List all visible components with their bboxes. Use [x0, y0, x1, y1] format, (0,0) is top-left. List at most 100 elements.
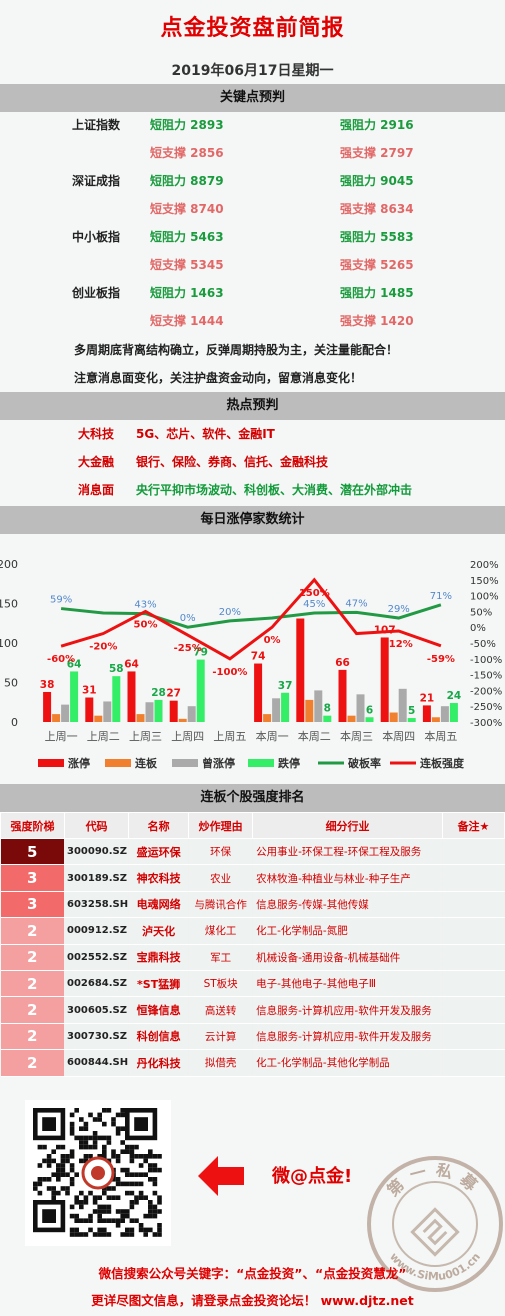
qr-module [83, 1144, 89, 1150]
qr-module [120, 1181, 125, 1187]
short-level: 短支撑 5345 [150, 258, 224, 272]
index-name: 中小板指 [72, 230, 121, 244]
line-value-label: 45% [303, 599, 325, 610]
bar-涨停 [296, 618, 305, 722]
qr-module [143, 1154, 148, 1159]
qr-module [74, 1227, 79, 1233]
qr-module [83, 1140, 89, 1145]
y2-tick-label: -150% [470, 671, 502, 682]
qr-module [69, 1167, 75, 1173]
legend-label: 涨停 [68, 756, 90, 770]
qr-module [42, 1177, 47, 1182]
bar-连板 [136, 714, 145, 722]
y-tick-label: 0 [11, 716, 18, 729]
key-points-note-1: 多周期底背离结构确立，反弹周期持股为主，关注量能配合！ [74, 343, 399, 357]
qr-module [37, 1163, 43, 1168]
stock-name: 科创信息 [128, 1023, 190, 1051]
rank-col-header: 名称 [128, 812, 190, 839]
bar-涨停 [85, 697, 94, 722]
qr-module [115, 1126, 121, 1131]
qr-module [138, 1223, 144, 1228]
bar-value-label: 28 [151, 687, 166, 699]
bar-跌停 [112, 676, 121, 722]
qr-module [79, 1190, 84, 1196]
line-value-label: 150% [299, 588, 330, 599]
key-point-row: 短支撑 2856 强支撑 2797 [0, 140, 505, 166]
line-value-label: 29% [388, 604, 410, 615]
rank-col-header: 炒作理由 [188, 812, 254, 839]
qr-module [129, 1144, 135, 1150]
strong-level: 强阻力 9045 [340, 174, 414, 188]
qr-module [102, 1144, 107, 1150]
sub-sector: 信息服务-传媒-其他传媒 [252, 891, 443, 919]
qr-module [83, 1195, 89, 1200]
qr-module [143, 1195, 148, 1200]
qr-module [129, 1190, 135, 1196]
qr-module [46, 1177, 52, 1182]
bar-曾涨停 [187, 706, 196, 722]
bar-value-label: 79 [193, 647, 208, 659]
qr-module [92, 1140, 98, 1145]
rank-row: 2 000912.SZ 泸天化 煤化工 化工-化学制品-氮肥 [0, 917, 505, 945]
strength-level: 3 [0, 864, 65, 892]
qr-module [134, 1195, 139, 1200]
qr-module [79, 1135, 84, 1141]
remark [442, 864, 505, 892]
strength-level: 2 [0, 917, 65, 945]
bar-连板 [389, 712, 398, 722]
qr-module [157, 1154, 162, 1159]
rank-row: 2 002552.SZ 宝鼎科技 军工 机械设备-通用设备-机械基础件 [0, 944, 505, 971]
line-value-label: 43% [134, 600, 156, 611]
qr-module [60, 1158, 66, 1164]
line-破板率 [60, 603, 442, 629]
qr-module [56, 1167, 61, 1173]
legend-label: 连板 [135, 756, 158, 770]
stock-code: 300730.SZ [64, 1023, 130, 1051]
remark [442, 1023, 505, 1051]
seal-title: 第一私募 [383, 1160, 479, 1200]
qr-module [74, 1135, 79, 1141]
qr-module [134, 1181, 139, 1187]
speculation-reason: 与腾讯合作 [188, 891, 254, 919]
hot-key: 消息面 [78, 483, 115, 497]
qr-module [97, 1154, 102, 1159]
qr-module [102, 1135, 107, 1141]
qr-module [97, 1195, 102, 1200]
qr-module [111, 1154, 116, 1159]
qr-module [111, 1177, 116, 1182]
bar-曾涨停 [103, 701, 112, 722]
line-value-label: 71% [430, 591, 452, 602]
qr-module [102, 1209, 107, 1214]
x-tick-label: 上周一 [45, 730, 78, 743]
sub-sector: 化工-化学制品-氮肥 [252, 917, 443, 945]
qr-module [152, 1167, 158, 1173]
speculation-reason: 环保 [188, 838, 254, 866]
qr-module [129, 1172, 135, 1177]
qr-module [60, 1167, 66, 1173]
short-level: 短阻力 8879 [150, 174, 224, 188]
qr-module [83, 1126, 89, 1131]
bar-value-label: 31 [82, 685, 97, 697]
qr-module [74, 1172, 79, 1177]
qr-module [148, 1154, 153, 1159]
qr-module [65, 1172, 70, 1177]
key-point-row: 短支撑 1444 强支撑 1420 [0, 308, 505, 334]
qr-module [106, 1186, 112, 1191]
qr-module [56, 1190, 61, 1196]
qr-module [65, 1158, 70, 1164]
qr-module [129, 1227, 135, 1233]
qr-module [143, 1232, 148, 1237]
qr-module [46, 1154, 52, 1159]
bar-value-label: 8 [324, 703, 331, 715]
rank-row: 3 603258.SH 电魂网络 与腾讯合作 信息服务-传媒-其他传媒 [0, 891, 505, 919]
limit-stats-chart: 0 50 100 150 200 200% 150% 100% 50% 0% -50% -100% -1… [0, 532, 505, 784]
qr-module [97, 1135, 102, 1141]
line-value-label: -25% [174, 643, 202, 654]
qr-module [79, 1140, 84, 1145]
strength-level: 2 [0, 996, 65, 1024]
wechat-label: 微@点金! [272, 1166, 353, 1187]
strong-level: 强支撑 8634 [340, 202, 414, 216]
qr-module [111, 1186, 116, 1191]
bar-曾涨停 [440, 706, 449, 722]
